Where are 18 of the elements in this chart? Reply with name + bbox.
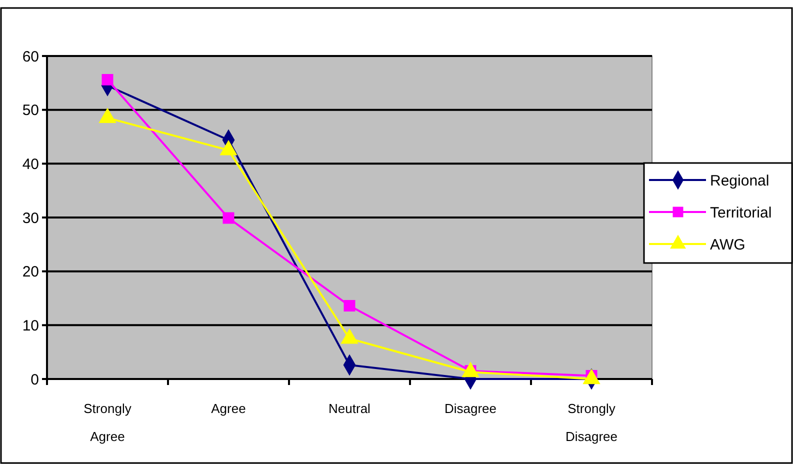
y-tick-label: 0 xyxy=(30,371,39,388)
legend-label: Territorial xyxy=(710,204,772,222)
y-tick-label: 10 xyxy=(22,317,39,334)
x-tick-label: Neutral xyxy=(328,401,371,416)
legend-label: Regional xyxy=(710,172,770,190)
x-tick-label: Disagree xyxy=(444,401,497,416)
y-tick-label: 40 xyxy=(22,156,39,173)
point xyxy=(344,300,356,312)
y-tick-label: 30 xyxy=(22,210,39,227)
x-tick-label: Strongly Agree xyxy=(84,401,132,444)
y-tick-label: 60 xyxy=(22,48,39,66)
x-tick-label: Strongly Disagree xyxy=(565,401,618,444)
x-tick-label: Agree xyxy=(211,401,246,416)
point xyxy=(222,212,234,224)
legend-label: AWG xyxy=(710,236,746,254)
y-tick-label: 50 xyxy=(22,102,39,120)
y-tick-label: 20 xyxy=(22,264,39,281)
point xyxy=(102,74,114,86)
